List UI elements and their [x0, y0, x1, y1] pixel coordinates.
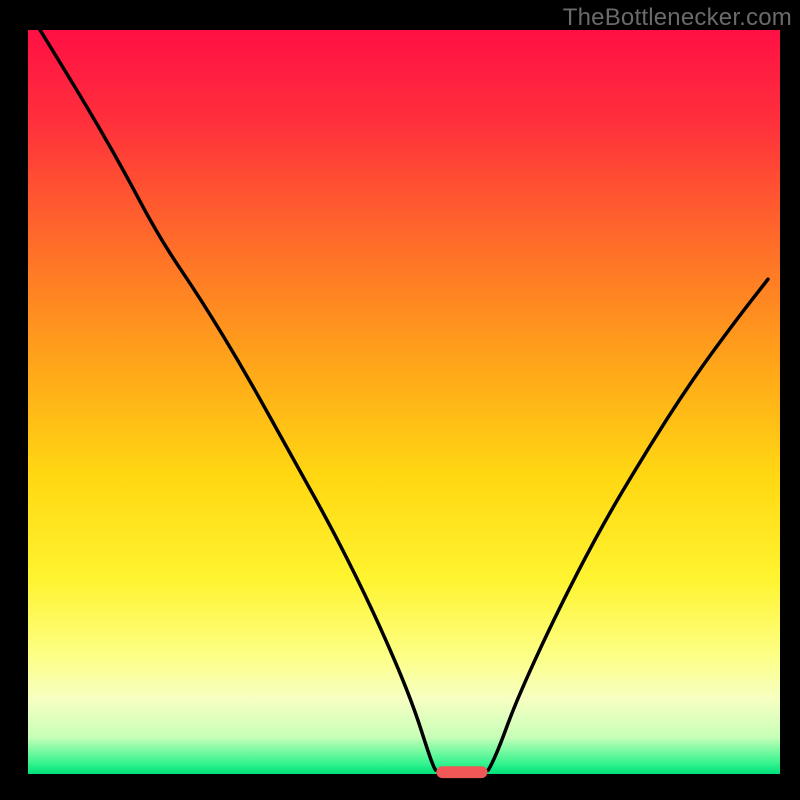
gradient-background	[28, 30, 780, 774]
optimal-marker	[436, 766, 487, 778]
watermark-text: TheBottlenecker.com	[563, 4, 792, 32]
chart-frame: TheBottlenecker.com	[0, 0, 800, 800]
bottleneck-curve-chart	[0, 0, 800, 800]
